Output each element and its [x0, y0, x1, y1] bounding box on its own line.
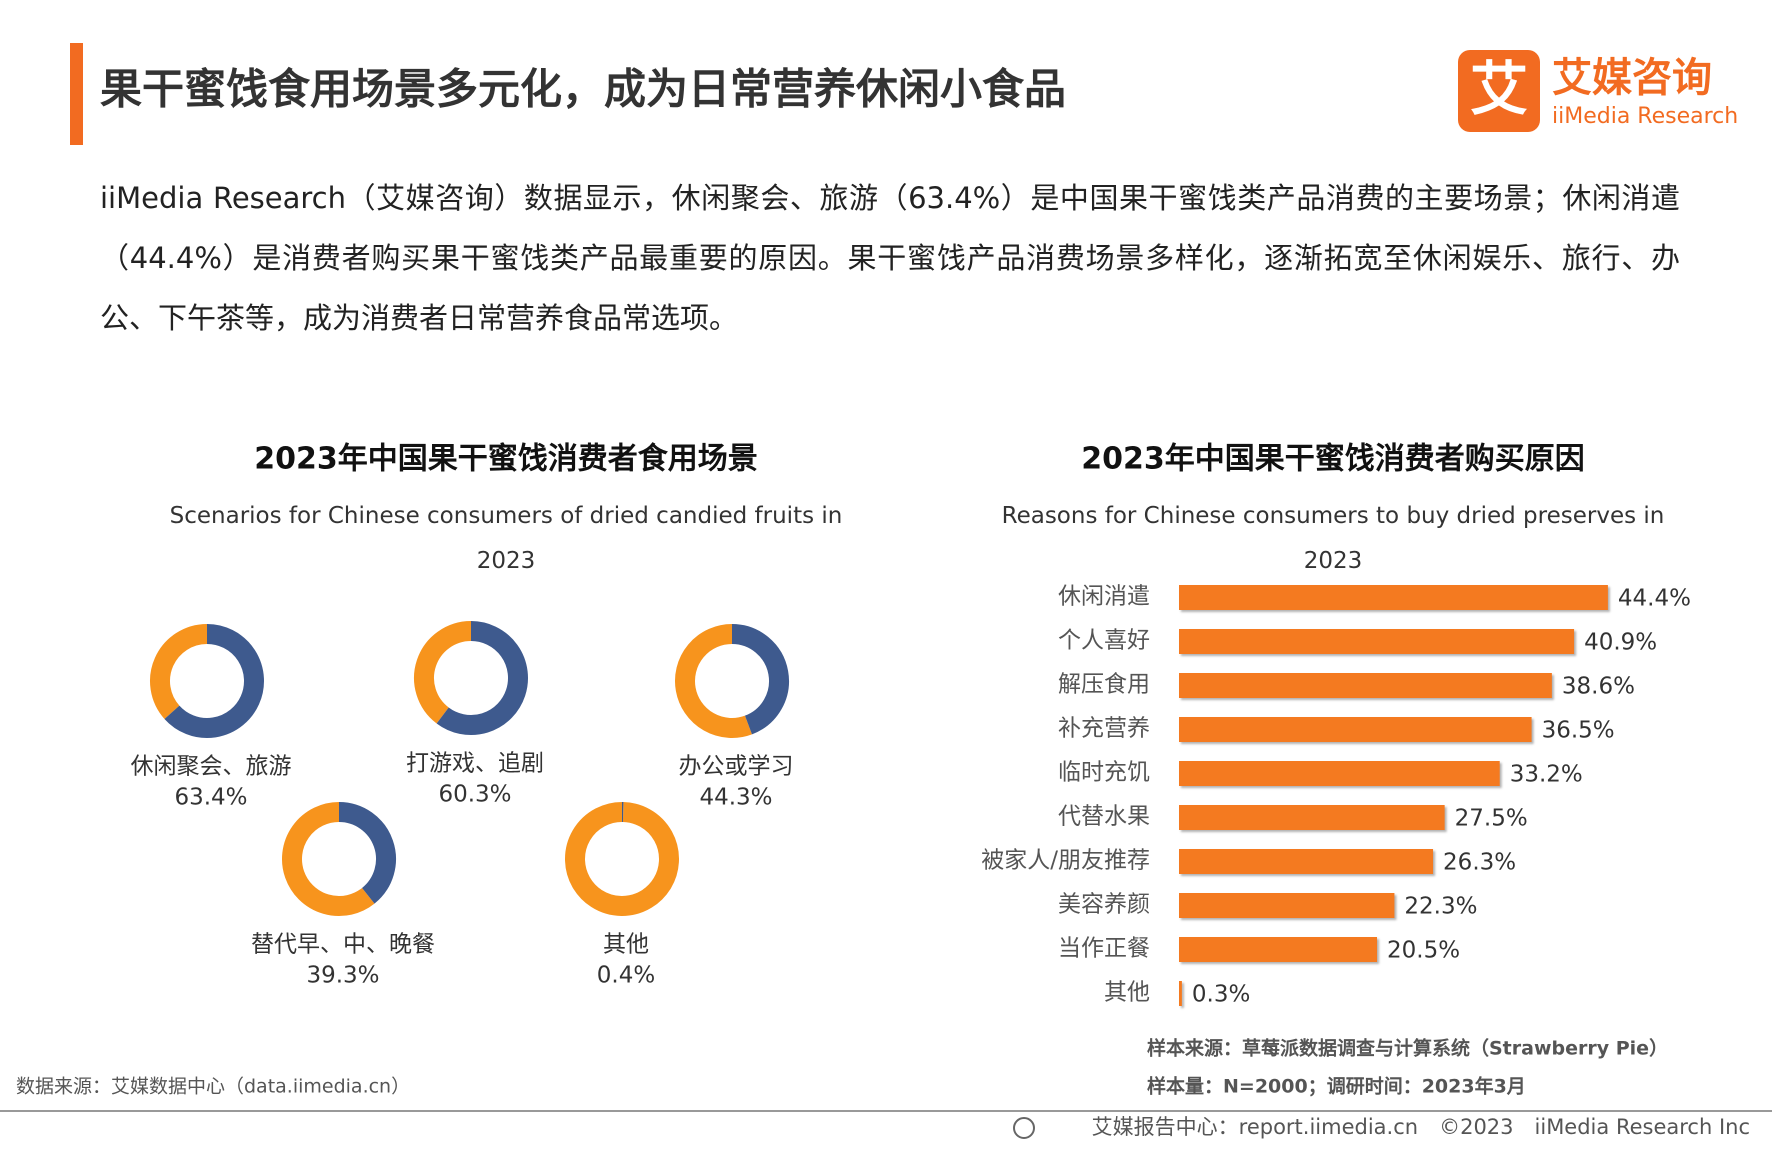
subtitle-box: Scenarios for Chinese consumers of dried… — [169, 503, 843, 574]
bar — [1179, 585, 1608, 610]
value-label: 36.5% — [1542, 718, 1615, 744]
donut-remainder — [414, 621, 472, 724]
sample-size: 样本量：N=2000；调研时间：2023年3月 — [1147, 1075, 1526, 1098]
value-label: 44.4% — [1618, 586, 1691, 612]
bar — [1179, 761, 1500, 786]
donut-arc — [164, 624, 264, 738]
donut-arc — [436, 621, 528, 735]
donut-label: 办公或学习 — [679, 754, 794, 780]
copyright: 艾媒报告中心：report.iimedia.cn ©2023 iiMedia R… — [1092, 1115, 1750, 1139]
value-label: 38.6% — [1562, 674, 1635, 700]
value-label: 27.5% — [1455, 806, 1528, 832]
value-label: 22.3% — [1404, 894, 1477, 920]
logo-box — [1458, 50, 1540, 132]
globe-icon — [1013, 1117, 1035, 1139]
y-tick-label: 休闲消遣 — [1058, 584, 1150, 610]
donut-label: 休闲聚会、旅游 — [131, 754, 292, 780]
title-accent — [70, 43, 83, 145]
chart-title: 2023年中国果干蜜饯消费者食用场景 — [254, 442, 758, 477]
bar — [1179, 717, 1532, 742]
sample-source: 样本来源：草莓派数据调查与计算系统（Strawberry Pie） — [1147, 1037, 1668, 1060]
chart-subtitle: Scenarios for Chinese consumers of dried… — [169, 503, 843, 574]
source: 数据来源：艾媒数据中心（data.iimedia.cn） — [16, 1076, 410, 1098]
donut-label: 打游戏、追剧 — [406, 751, 544, 777]
logo-icon: 艾 — [1470, 55, 1528, 123]
donut-remainder — [675, 624, 752, 738]
bar — [1179, 805, 1445, 830]
y-tick-label: 代替水果 — [1058, 804, 1150, 830]
donut-label: 替代早、中、晚餐 — [251, 932, 435, 958]
y-tick-label: 其他 — [1104, 980, 1150, 1006]
page-title: 果干蜜饯食用场景多元化，成为日常营养休闲小食品 — [100, 65, 1066, 114]
y-tick-label: 解压食用 — [1058, 672, 1150, 698]
donut-value: 39.3% — [306, 963, 379, 989]
subtitle-box: Reasons for Chinese consumers to buy dri… — [1001, 503, 1665, 574]
y-tick-label: 当作正餐 — [1058, 936, 1150, 962]
value-label: 0.3% — [1192, 982, 1250, 1008]
donut-remainder — [282, 802, 375, 916]
donut-value: 60.3% — [438, 782, 511, 808]
donut-value: 63.4% — [174, 785, 247, 811]
bar — [1179, 981, 1182, 1006]
donut-arc — [338, 802, 396, 904]
y-tick-label: 个人喜好 — [1058, 628, 1150, 654]
chart-title: 2023年中国果干蜜饯消费者购买原因 — [1081, 442, 1585, 477]
donut-label: 其他 — [603, 932, 649, 958]
bar — [1179, 673, 1552, 698]
donut-value: 0.4% — [597, 963, 655, 989]
value-label: 40.9% — [1584, 630, 1657, 656]
bar — [1179, 629, 1575, 654]
donut-value: 44.3% — [699, 785, 772, 811]
bar — [1179, 937, 1378, 962]
value-label: 33.2% — [1510, 762, 1583, 788]
y-tick-label: 临时充饥 — [1058, 760, 1150, 786]
bar — [1179, 849, 1434, 874]
intro-paragraph: iiMedia Research（艾媒咨询）数据显示，休闲聚会、旅游（63.4%… — [100, 181, 1680, 335]
donut-arc — [731, 624, 789, 735]
value-label: 26.3% — [1443, 850, 1516, 876]
chart-subtitle: Reasons for Chinese consumers to buy dri… — [1001, 503, 1665, 574]
y-tick-label: 被家人/朋友推荐 — [981, 848, 1150, 874]
value-label: 20.5% — [1387, 938, 1460, 964]
y-tick-label: 美容养颜 — [1058, 892, 1150, 918]
y-tick-label: 补充营养 — [1058, 716, 1150, 742]
donut-remainder — [565, 802, 679, 916]
logo-en: iiMedia Research — [1552, 104, 1738, 129]
logo-cn: 艾媒咨询 — [1552, 55, 1712, 101]
bar — [1179, 893, 1395, 918]
donut-remainder — [150, 624, 208, 719]
